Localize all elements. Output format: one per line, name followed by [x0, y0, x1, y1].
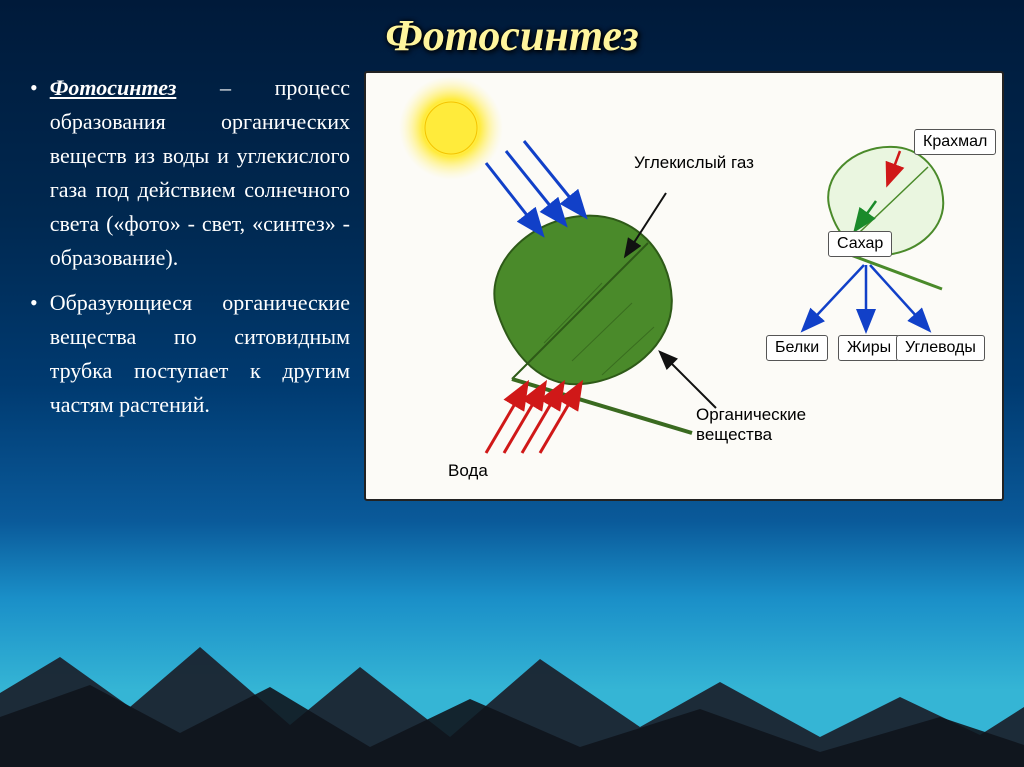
label-co2: Углекислый газ: [634, 153, 774, 173]
slide: Фотосинтез • Фотосинтез – процесс образо…: [0, 0, 1024, 767]
leaf-main-icon: [479, 198, 692, 433]
bullet-1: • Фотосинтез – процесс образования орган…: [30, 71, 350, 276]
label-organic: Органические вещества: [696, 405, 866, 444]
label-sugar: Сахар: [828, 231, 892, 257]
label-starch: Крахмал: [914, 129, 996, 155]
bullet-1-rest: – процесс образования органических вещес…: [50, 75, 350, 270]
content-row: • Фотосинтез – процесс образования орган…: [0, 61, 1024, 501]
label-carbs: Углеводы: [896, 335, 985, 361]
mountains-icon: [0, 597, 1024, 767]
bullet-dot: •: [30, 286, 38, 422]
label-fats: Жиры: [838, 335, 900, 361]
label-proteins: Белки: [766, 335, 828, 361]
slide-title: Фотосинтез: [0, 0, 1024, 61]
text-column: • Фотосинтез – процесс образования орган…: [30, 71, 350, 501]
diagram-svg: [366, 73, 1006, 503]
bullet-2-text: Образующиеся органические вещества по си…: [50, 286, 350, 422]
bullet-text: Фотосинтез – процесс образования органич…: [50, 71, 350, 276]
sun-core-icon: [425, 102, 477, 154]
sugar-out-arrows: [804, 265, 928, 329]
label-water: Вода: [448, 461, 488, 481]
term-photosynthesis: Фотосинтез: [50, 75, 177, 100]
bullet-dot: •: [30, 71, 38, 276]
organic-arrow: [661, 353, 716, 408]
bullet-2: • Образующиеся органические вещества по …: [30, 286, 350, 422]
leaf-outline-icon: [819, 137, 952, 289]
diagram-panel: Углекислый газ Вода Органические веществ…: [364, 71, 1004, 501]
